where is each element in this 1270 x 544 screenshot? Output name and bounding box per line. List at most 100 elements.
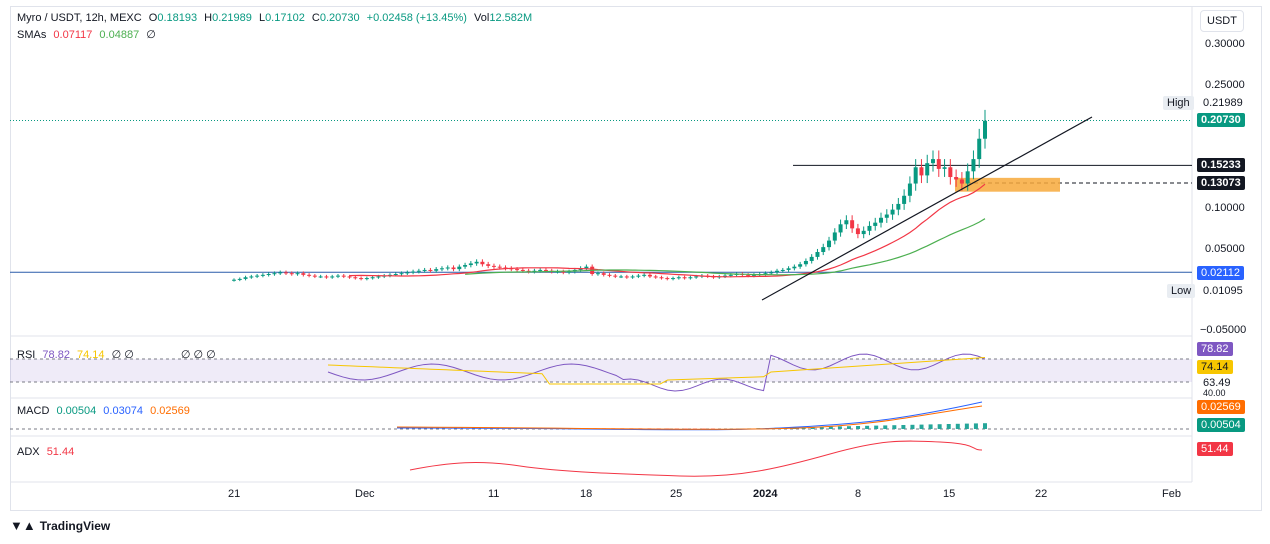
candle (289, 273, 294, 275)
macd-histogram-bar (683, 428, 688, 429)
candle (832, 232, 837, 241)
chart-frame (10, 6, 1262, 511)
candle (613, 275, 618, 277)
macd-histogram-bar (955, 423, 960, 429)
candle (428, 269, 433, 271)
candle (850, 220, 855, 229)
candle (936, 159, 941, 169)
adx-legend: ADX 51.44 (17, 446, 75, 458)
candle (515, 269, 520, 271)
candle (486, 264, 491, 266)
adx-tag: 51.44 (1197, 442, 1233, 456)
candle (272, 273, 277, 275)
candle (243, 277, 248, 279)
candle (653, 276, 658, 278)
macd-histogram-bar (856, 426, 861, 429)
tradingview-logo[interactable]: ▼▲ TradingView (10, 518, 111, 533)
macd-histogram-bar (692, 428, 697, 429)
price-tick: 0.10000 (1205, 202, 1245, 214)
time-tick: 2024 (753, 488, 778, 500)
candle (728, 274, 733, 276)
candle (474, 261, 479, 264)
candle (283, 272, 288, 274)
candle (907, 183, 912, 196)
candle (844, 220, 849, 225)
candle (237, 278, 242, 280)
candle (746, 274, 751, 276)
candle (867, 225, 872, 231)
trendline (761, 116, 1093, 301)
time-tick: 25 (670, 488, 683, 500)
candle (890, 209, 895, 215)
candle (330, 276, 335, 278)
currency-button[interactable]: USDT (1200, 10, 1244, 32)
candle (370, 277, 375, 279)
candle (405, 272, 410, 274)
candle (965, 171, 970, 184)
candle (595, 273, 600, 275)
candle (468, 263, 473, 266)
candle (896, 203, 901, 210)
candle (353, 277, 358, 279)
candle (647, 274, 652, 277)
candle (457, 266, 462, 270)
candle (786, 268, 791, 270)
macd-histogram-bar (892, 425, 897, 429)
candle (873, 222, 878, 226)
macd-signal-line (396, 405, 983, 430)
candle (324, 276, 329, 278)
candle (861, 230, 866, 235)
candle (665, 278, 670, 280)
candle (723, 275, 728, 277)
candle (948, 167, 953, 178)
candle (497, 266, 502, 268)
high-label-tag: High (1163, 96, 1194, 110)
macd-histogram-bar (701, 428, 706, 429)
macd-histogram-bar (665, 428, 670, 429)
candle (642, 274, 647, 276)
candle (913, 167, 918, 184)
sma-legend: SMAs 0.07117 0.04887 ∅ (17, 29, 156, 41)
candle (855, 228, 860, 235)
candle (393, 274, 398, 276)
macd-histogram-bar (928, 424, 933, 429)
candle (278, 272, 283, 274)
candle (399, 273, 404, 275)
candle (526, 270, 531, 272)
sma-fast-line (349, 183, 986, 278)
candle (295, 273, 300, 275)
candle (624, 276, 629, 278)
candle (630, 276, 635, 278)
candle (359, 278, 364, 280)
candle (376, 276, 381, 278)
candle (879, 217, 884, 223)
rsi-ma-tag: 74.14 (1197, 360, 1233, 374)
candle (902, 195, 907, 204)
time-tick: Feb (1162, 488, 1181, 500)
candle (341, 275, 346, 277)
candle (451, 267, 456, 270)
candle (543, 269, 548, 271)
candle (884, 214, 889, 218)
candle (780, 269, 785, 271)
candle (619, 276, 624, 278)
macd-histogram-bar (674, 428, 679, 429)
macd-histogram-bar (828, 426, 833, 429)
macd-histogram-bar (937, 424, 942, 429)
symbol-title[interactable]: Myro / USDT, 12h, MEXC (17, 12, 142, 24)
candle (671, 278, 676, 280)
candle (983, 120, 987, 139)
support-tag: 0.13073 (1197, 176, 1245, 190)
macd-histogram-bar (983, 423, 987, 429)
time-tick: 8 (855, 488, 862, 500)
candle (249, 276, 254, 278)
candle (838, 224, 843, 233)
rsi-level-tag: 63.49 (1203, 377, 1231, 389)
candle (827, 240, 832, 248)
rsi-tag: 78.82 (1197, 342, 1233, 356)
candle (636, 275, 641, 277)
candle (411, 271, 416, 273)
candle (954, 177, 959, 180)
candle (463, 265, 468, 267)
